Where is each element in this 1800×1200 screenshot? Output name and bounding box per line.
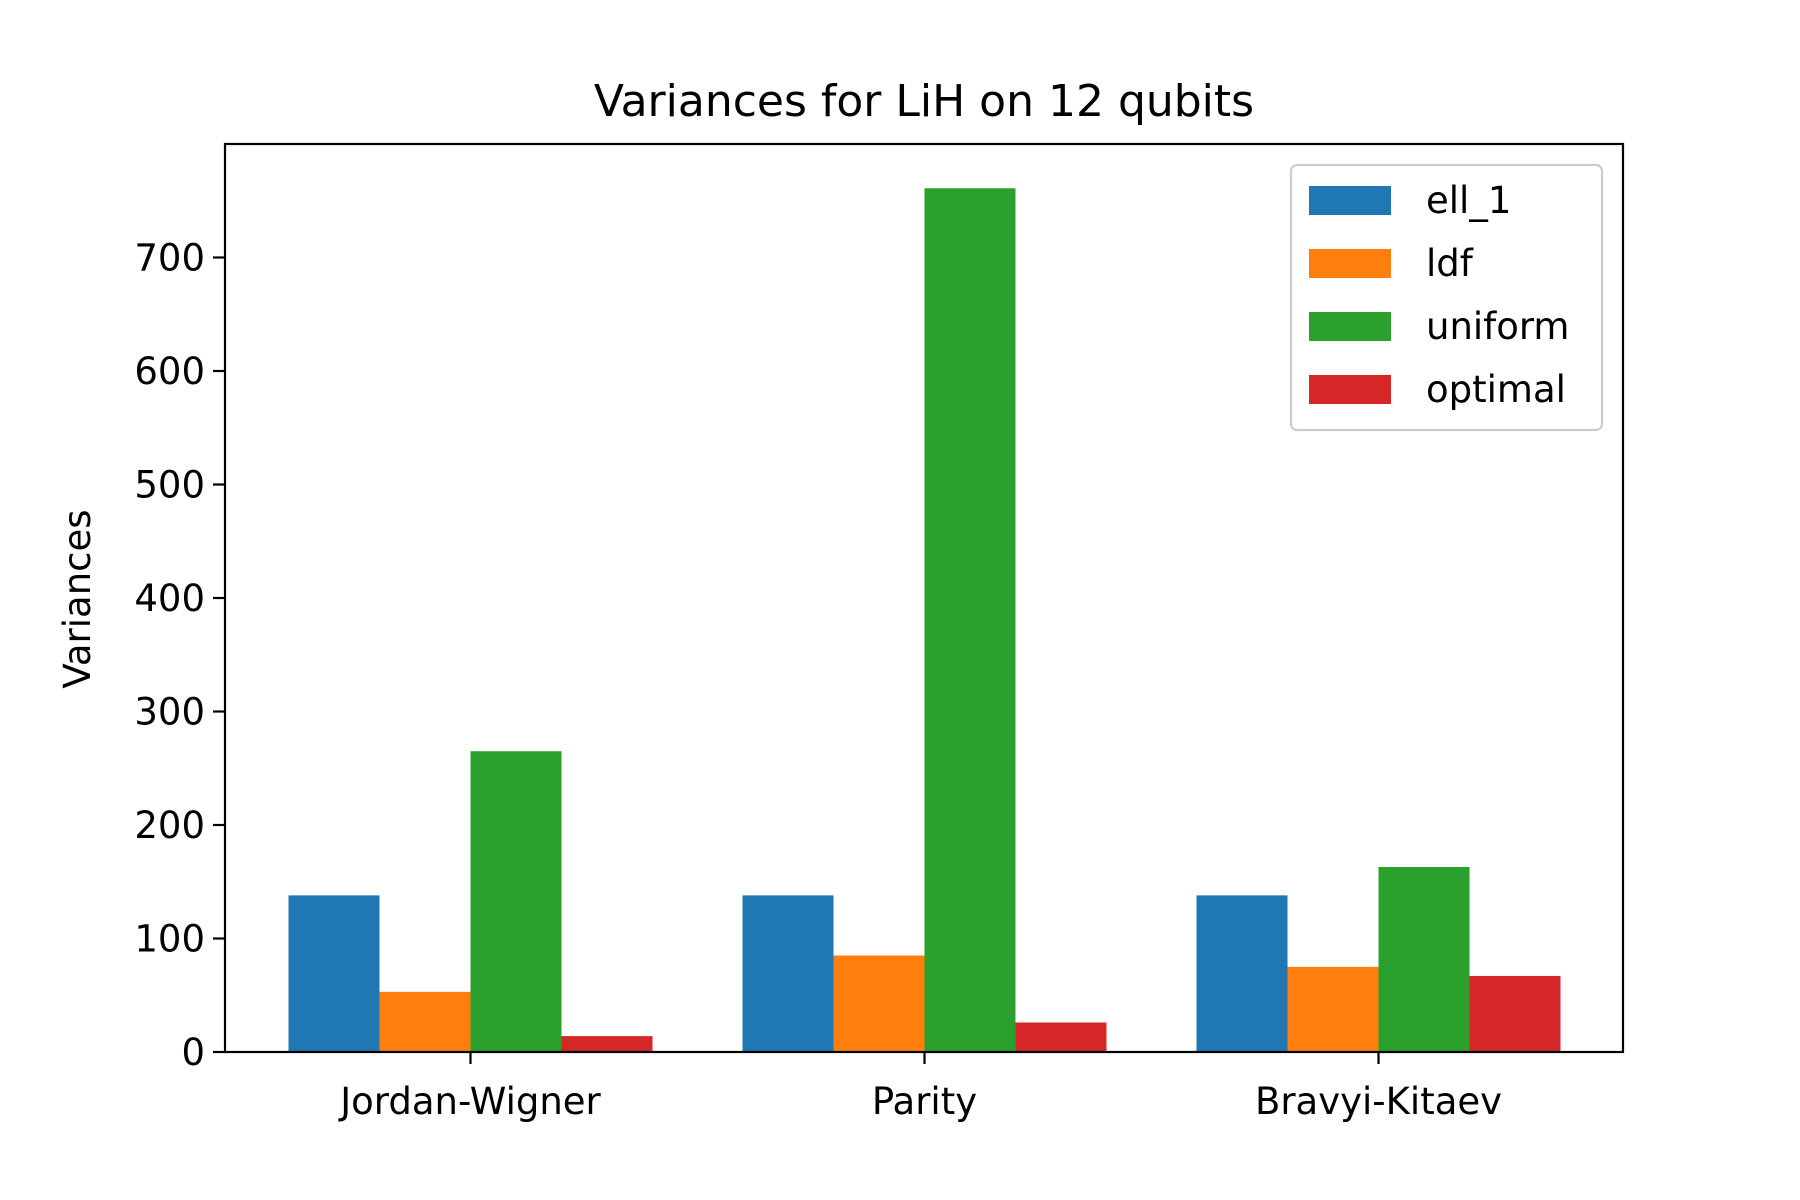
y-tick-label: 700 [134, 237, 205, 280]
bar-ell_1-bravyi-kitaev [1196, 895, 1288, 1052]
bar-ell_1-jordan-wigner [288, 895, 380, 1052]
chart-title: Variances for LiH on 12 qubits [594, 76, 1254, 127]
bars-group [288, 188, 1561, 1052]
bar-uniform-jordan-wigner [470, 751, 562, 1052]
bar-ldf-parity [833, 955, 925, 1052]
y-axis-ticks: 0 100 200 300 400 500 600 700 [134, 237, 225, 1074]
y-axis-label: Variances [56, 509, 99, 688]
bar-optimal-bravyi-kitaev [1469, 975, 1561, 1052]
bar-uniform-bravyi-kitaev [1378, 866, 1470, 1052]
y-tick-label: 600 [134, 350, 205, 393]
x-tick-label: Bravyi-Kitaev [1255, 1080, 1502, 1123]
y-tick-label: 100 [134, 918, 205, 961]
plot-frame [223, 142, 1625, 1054]
legend-label-ldf: ldf [1426, 242, 1474, 285]
legend-label-ell_1: ell_1 [1426, 179, 1511, 222]
bar-uniform-parity [924, 188, 1016, 1052]
legend-swatch-uniform [1309, 312, 1391, 341]
x-axis-ticks: Jordan-Wigner Parity Bravyi-Kitaev [338, 1052, 1502, 1123]
x-tick-label: Parity [872, 1080, 977, 1123]
y-tick-label: 0 [181, 1031, 205, 1074]
bar-ldf-jordan-wigner [379, 991, 471, 1052]
y-tick-label: 200 [134, 804, 205, 847]
legend-label-uniform: uniform [1426, 305, 1569, 348]
legend-swatch-optimal [1309, 375, 1391, 404]
legend-swatch-ell_1 [1309, 186, 1391, 215]
y-tick-label: 300 [134, 691, 205, 734]
legend-label-optimal: optimal [1426, 368, 1566, 411]
bar-ell_1-parity [742, 895, 834, 1052]
legend-frame [1289, 163, 1604, 432]
y-tick-label: 500 [134, 464, 205, 507]
x-tick-label: Jordan-Wigner [338, 1080, 601, 1123]
bar-ldf-bravyi-kitaev [1287, 966, 1379, 1052]
y-tick-label: 400 [134, 577, 205, 620]
legend-swatch-ldf [1309, 249, 1391, 278]
bar-optimal-jordan-wigner [561, 1036, 653, 1052]
bar-optimal-parity [1015, 1022, 1107, 1052]
